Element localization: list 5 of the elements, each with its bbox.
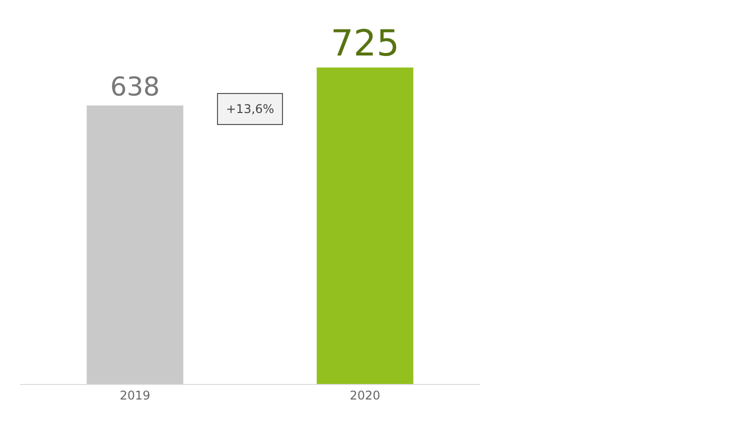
- data-label: 725: [330, 23, 400, 64]
- annotation: +13,6%: [226, 102, 274, 116]
- x-tick-label: 2020: [350, 388, 380, 402]
- data-label: 638: [110, 72, 160, 102]
- x-tick-label: 2019: [120, 388, 150, 402]
